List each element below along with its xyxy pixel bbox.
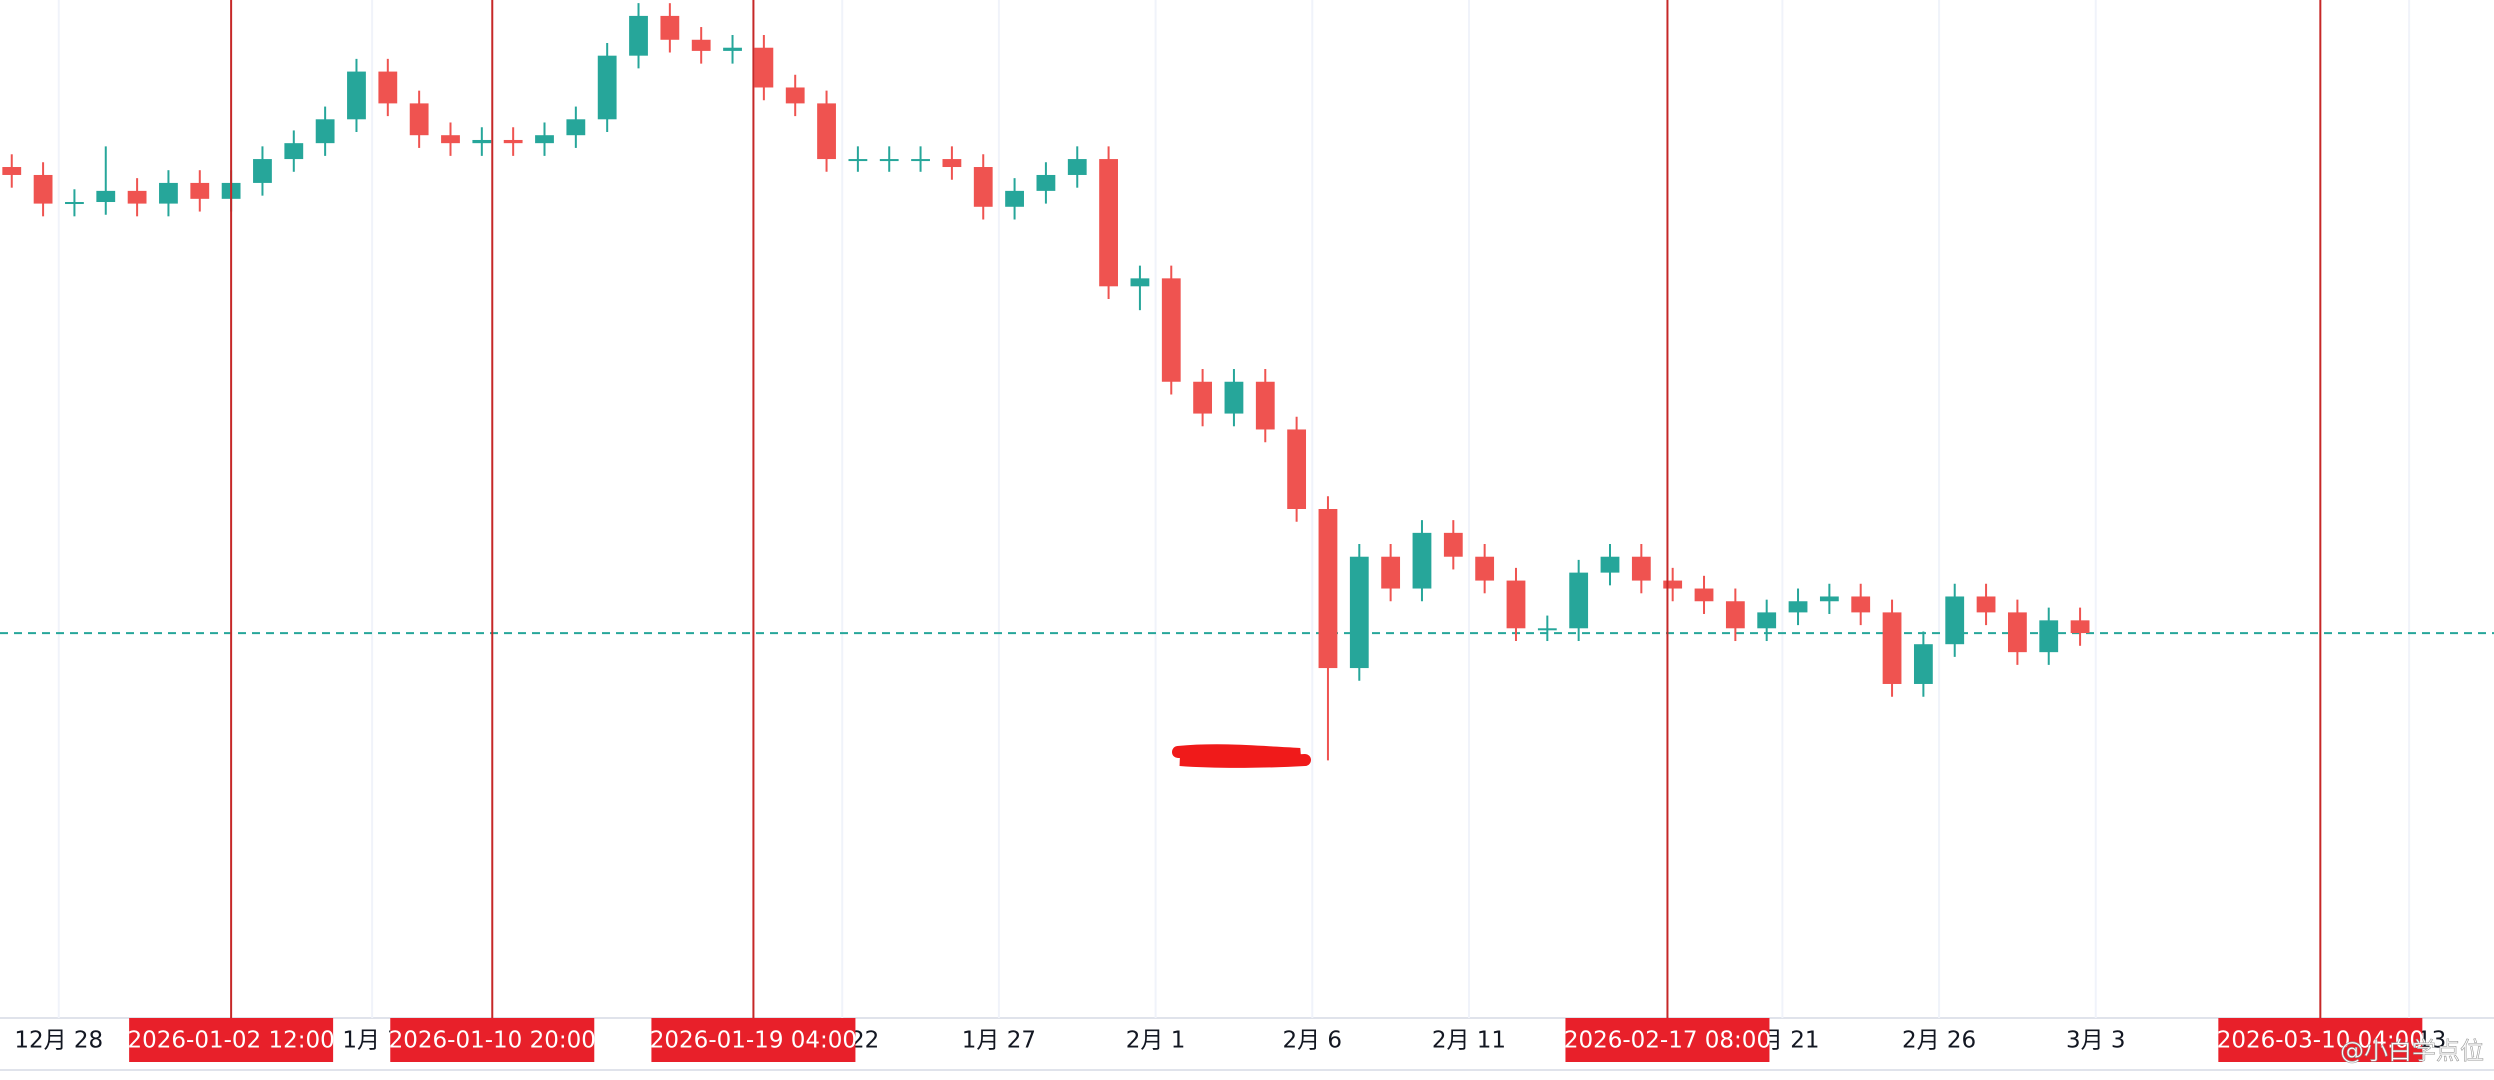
candle-body [284, 143, 304, 160]
candle-body [848, 159, 868, 162]
candle-body [472, 139, 492, 144]
candle-body [911, 159, 930, 162]
candle-body [347, 71, 366, 120]
candle-body [1569, 572, 1589, 629]
candle-body [1725, 601, 1745, 629]
candle-body [1318, 509, 1338, 669]
candle-body [1099, 159, 1118, 287]
candle-body [378, 71, 398, 104]
candle-body [566, 119, 586, 136]
candle-body [754, 47, 774, 88]
candle-body [1882, 612, 1902, 684]
candle-body [973, 167, 993, 207]
candle-body [1475, 556, 1495, 581]
marker-badge [2218, 1018, 2423, 1062]
candle-body [1255, 381, 1275, 430]
marker-badge [390, 1018, 595, 1062]
candle-body [1193, 381, 1213, 414]
candle-body [1130, 278, 1150, 287]
candle-body [597, 55, 617, 120]
candle-body [127, 190, 147, 204]
candle-body [65, 202, 84, 205]
watermark: @小白学点位 [2340, 1037, 2484, 1065]
candle-body [1976, 596, 1996, 613]
candle-body [1537, 628, 1557, 631]
marker-label: 2026-01-19 04:00 [650, 1028, 857, 1054]
x-tick-label: 1月 27 [962, 1028, 1036, 1054]
candle-body [1349, 556, 1369, 669]
candle-body [441, 135, 460, 144]
candle-body [1757, 612, 1777, 629]
candle-body [1851, 596, 1871, 613]
candle-body [503, 139, 523, 144]
candle-body [159, 182, 178, 204]
x-tick-label: 2月 1 [1126, 1028, 1186, 1054]
candle-body [1694, 588, 1714, 602]
candle-body [1287, 429, 1307, 509]
candle-body [2039, 620, 2059, 653]
candle-body [1036, 174, 1056, 191]
x-tick-label: 3月 3 [2066, 1028, 2126, 1054]
candle-body [1381, 556, 1401, 589]
candle-body [96, 190, 116, 203]
candle-body [691, 39, 711, 51]
marker-label: 2026-02-17 08:00 [1564, 1028, 1771, 1054]
candle-body [1663, 580, 1683, 589]
marker-badge [1565, 1018, 1770, 1062]
candle-body [1631, 556, 1651, 581]
candle-body [2070, 620, 2090, 634]
x-tick-label: 2月 6 [1282, 1028, 1342, 1054]
candle-body [1600, 556, 1620, 573]
candle-body [1788, 601, 1808, 613]
candle-body [1819, 596, 1839, 602]
marker-label: 2026-01-10 20:00 [389, 1028, 596, 1054]
x-tick-label: 12月 28 [14, 1028, 103, 1054]
candle-body [33, 174, 53, 204]
candle-body [253, 159, 272, 183]
candle-body [1506, 580, 1526, 629]
candle-body [1412, 532, 1432, 589]
candle-body [1224, 381, 1244, 414]
candle-body [2007, 612, 2027, 653]
marker-badge [651, 1018, 856, 1062]
candle-body [817, 103, 836, 160]
candle-body [1161, 278, 1181, 382]
candle-body [190, 182, 210, 199]
candle-body [1067, 159, 1087, 175]
candle-body [879, 159, 899, 162]
candle-body [1443, 532, 1463, 557]
marker-label: 2026-01-02 12:00 [127, 1028, 334, 1054]
scribble [1172, 744, 1311, 768]
marker-badge [129, 1018, 334, 1062]
candle-body [2, 167, 22, 175]
candle-body [535, 135, 554, 144]
candle-body [409, 103, 429, 136]
candle-body [785, 87, 805, 104]
candle-body [723, 47, 742, 51]
candle-body [629, 15, 648, 56]
x-tick-label: 2月 26 [1902, 1028, 1976, 1054]
candle-body [660, 15, 680, 40]
candle-body [1913, 644, 1933, 684]
marker-label: 2026-03-10 04:00 [2217, 1028, 2424, 1054]
x-tick-label: 2月 11 [1432, 1028, 1506, 1054]
candle-body [1005, 190, 1024, 207]
candle-body [315, 119, 335, 144]
candle-body [942, 159, 962, 168]
candle-body [1945, 596, 1965, 645]
